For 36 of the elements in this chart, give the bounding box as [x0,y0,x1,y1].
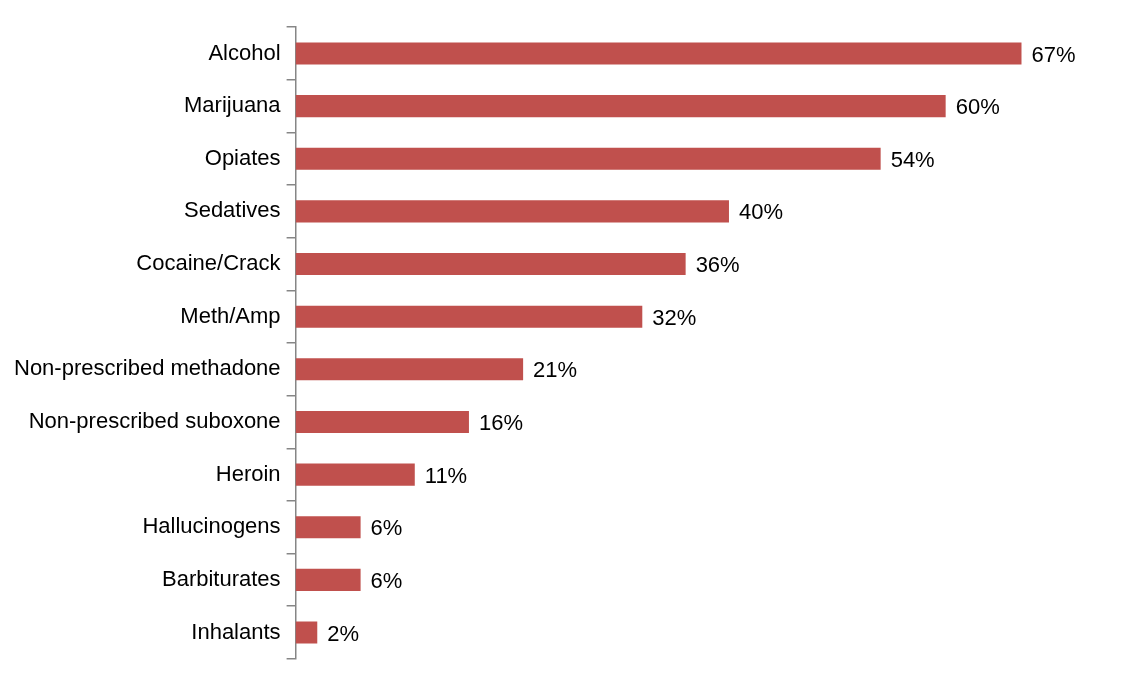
bar [295,463,415,486]
y-tick-label: Cocaine/Crack [136,250,282,276]
bar [295,200,729,223]
bar [295,516,361,539]
y-tick-label: Marijuana [183,92,282,118]
bar [295,358,524,381]
bar [295,95,946,118]
data-label: 16% [478,410,523,436]
bar [295,305,643,328]
y-tick-label: Non-prescribed methadone [13,355,281,381]
bar [295,253,686,276]
y-tick-label: Non-prescribed suboxone [28,408,281,434]
data-label: 6% [370,567,403,593]
bar [295,621,318,644]
data-label: 11% [424,462,468,488]
data-label: 60% [955,94,1000,120]
y-tick-label: Inhalants [191,618,281,644]
bar [295,410,469,433]
data-label: 40% [738,199,784,225]
data-label: 36% [695,252,740,278]
y-tick-label: Heroin [215,460,281,486]
y-tick-label: Opiates [204,144,281,170]
y-tick-label: Sedatives [183,197,281,223]
y-tick-label: Hallucinogens [142,513,281,539]
bar [295,42,1022,65]
data-label: 6% [370,515,403,541]
data-label: 32% [652,304,697,330]
bar [295,147,881,170]
data-label: 21% [533,357,578,383]
bar [295,568,361,591]
data-label: 54% [890,146,935,172]
y-tick-label: Alcohol [208,39,281,65]
y-tick-label: Meth/Amp [180,302,281,328]
data-label: 2% [327,620,360,646]
y-tick-label: Barbiturates [161,565,281,591]
data-label: 67% [1031,41,1076,67]
